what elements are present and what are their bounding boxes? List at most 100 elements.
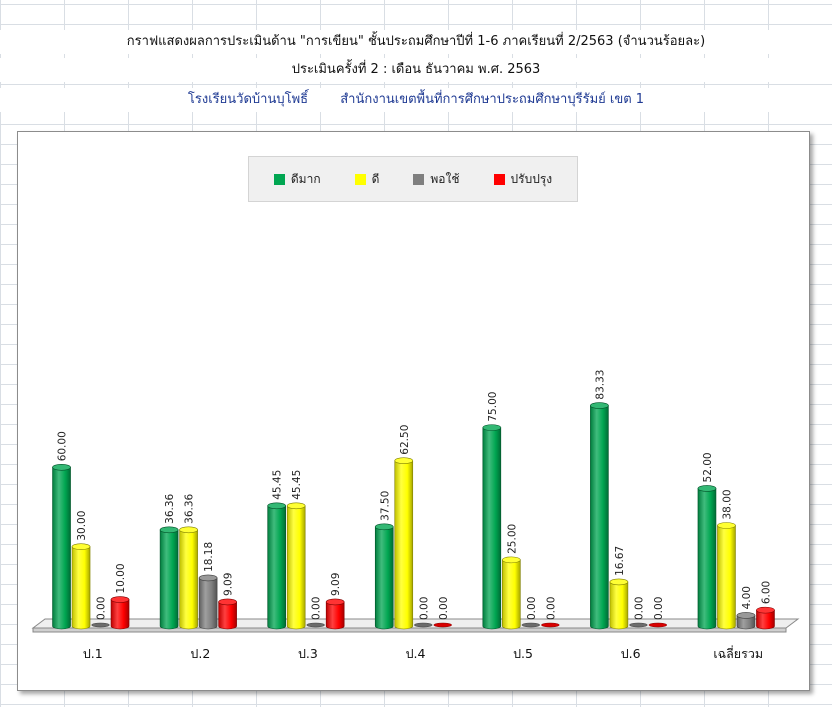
bar-cap — [482, 424, 502, 431]
data-label: 0.00 — [418, 597, 430, 620]
data-label: 37.50 — [379, 491, 391, 521]
bar-body — [179, 529, 198, 630]
bar — [609, 578, 629, 630]
bar-body — [756, 609, 775, 630]
bar-chart-svg: 60.00 30.00 0.00 10.00 36.36 36.36 18.18 9.09 45… — [31, 370, 800, 661]
bar-cap — [325, 598, 345, 606]
bar-disc — [521, 622, 541, 628]
bar-body — [697, 488, 717, 630]
bar-disc — [306, 622, 325, 628]
bar-disc — [629, 622, 648, 628]
category-label: ป.3 — [298, 646, 318, 661]
data-labels: 60.00 30.00 0.00 10.00 36.36 36.36 18.18 9.09 45… — [57, 370, 773, 620]
bar-disc — [648, 622, 668, 628]
legend-item: ดี — [354, 170, 380, 189]
bar — [159, 526, 179, 630]
category-label: ป.4 — [406, 646, 426, 661]
bar — [179, 526, 198, 630]
bar-cap — [717, 522, 736, 529]
data-label: 10.00 — [115, 563, 127, 593]
bar — [482, 424, 502, 630]
data-label: 75.00 — [487, 392, 499, 422]
legend-item: ดีมาก — [273, 170, 321, 189]
category-label: ป.2 — [190, 646, 210, 661]
data-label: 60.00 — [57, 431, 69, 461]
data-label: 16.67 — [614, 546, 626, 576]
category-label: ป.1 — [83, 646, 103, 661]
bar — [71, 543, 91, 630]
bar — [697, 485, 717, 630]
bar-body — [286, 505, 306, 630]
bar-cap — [71, 543, 91, 550]
bar — [374, 523, 394, 630]
school-name: โรงเรียนวัดบ้านบุโพธิ์ — [187, 92, 309, 107]
data-label: 62.50 — [399, 425, 411, 455]
bar — [91, 622, 110, 628]
chart-title: กราฟแสดงผลการประเมินด้าน "การเขียน" ชั้น… — [0, 30, 832, 54]
bar — [717, 522, 736, 630]
data-label: 18.18 — [203, 542, 215, 572]
data-label: 45.45 — [291, 470, 303, 500]
bar-body — [159, 529, 179, 630]
bar — [736, 612, 756, 630]
bar — [521, 622, 541, 628]
legend: ดีมาก ดี พอใช้ ปรับปรุง — [248, 156, 578, 202]
legend-label: ดีมาก — [290, 171, 321, 186]
bar-cap — [502, 556, 521, 564]
bar-body — [590, 405, 609, 630]
data-label: 38.00 — [721, 489, 733, 519]
bar — [756, 606, 775, 630]
data-label: 36.36 — [164, 493, 176, 523]
bar — [394, 457, 414, 630]
category-label: เฉลี่ยรวม — [713, 645, 763, 661]
bar — [110, 596, 130, 630]
bar-cap — [736, 612, 756, 619]
bar-disc — [414, 622, 433, 628]
category-label: ป.6 — [621, 646, 641, 661]
legend-label: พอใช้ — [430, 171, 460, 186]
bar — [414, 622, 433, 628]
bar-body — [218, 601, 237, 630]
data-label: 52.00 — [702, 452, 714, 482]
bar-cap — [218, 598, 237, 606]
data-label: 36.36 — [184, 493, 196, 523]
bar-cap — [374, 523, 394, 531]
bar-disc — [91, 622, 110, 628]
bar — [629, 622, 648, 628]
bar — [648, 622, 668, 628]
bar — [325, 598, 345, 630]
bar — [502, 556, 521, 630]
bar-body — [325, 601, 345, 630]
bar-body — [736, 615, 756, 630]
bar-cap — [267, 502, 286, 510]
school-line: โรงเรียนวัดบ้านบุโพธิ์ สำนักงานเขตพื้นที… — [0, 88, 832, 112]
bar-cap — [52, 463, 71, 471]
office-name: สำนักงานเขตพื้นที่การศึกษาประถมศึกษาบุรี… — [340, 92, 645, 107]
bar — [433, 622, 452, 628]
data-label: 30.00 — [76, 511, 88, 541]
bar — [286, 502, 306, 630]
bar-body — [267, 505, 286, 630]
bar-body — [52, 467, 71, 630]
data-label: 25.00 — [506, 524, 518, 554]
data-label: 45.45 — [272, 470, 284, 500]
bar — [267, 502, 286, 630]
floor-top — [31, 618, 800, 629]
category-labels: ป.1 ป.2 ป.3 ป.4 ป.5 ป.6 เฉลี่ยรวม — [83, 645, 763, 661]
category-label: ป.5 — [513, 646, 533, 661]
legend-label: ปรับปรุง — [510, 171, 553, 186]
bar — [52, 463, 71, 630]
data-label: 0.00 — [545, 597, 557, 620]
bar-cap — [179, 526, 198, 534]
bar-body — [502, 559, 521, 630]
data-label: 0.00 — [438, 597, 450, 620]
legend-label: ดี — [371, 171, 380, 186]
bar-body — [374, 526, 394, 630]
data-label: 4.00 — [741, 586, 753, 609]
bar-cap — [198, 574, 218, 582]
bar — [306, 622, 325, 628]
bar-body — [71, 546, 91, 630]
bar-body — [394, 460, 414, 630]
legend-swatch — [413, 173, 425, 185]
chart-area: 60.00 30.00 0.00 10.00 36.36 36.36 18.18 9.09 45… — [17, 131, 810, 691]
